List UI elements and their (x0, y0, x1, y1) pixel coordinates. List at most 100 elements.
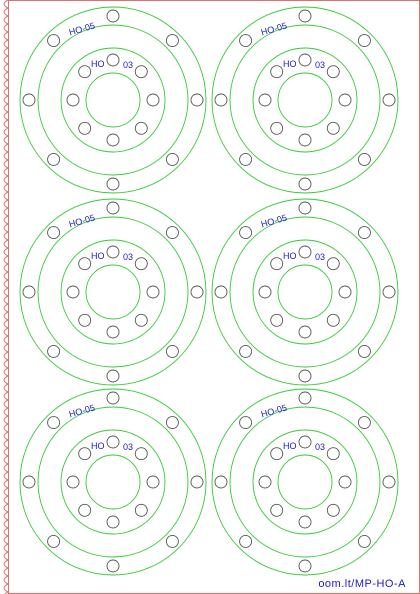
inner-hole (298, 515, 312, 529)
ring-4 (85, 72, 141, 128)
inner-hole (270, 65, 284, 79)
inner-hole (134, 503, 148, 517)
outer-label: HO-05 (68, 213, 96, 230)
ring-1 (19, 6, 207, 194)
flange-unit-1: HO-05 HO 03 (19, 6, 207, 194)
ring-1 (211, 388, 399, 576)
flange-unit-2: HO-05 HO 03 (211, 6, 399, 194)
outer-label: HO-05 (68, 403, 96, 420)
inner-hole (106, 245, 120, 259)
inner-hole (134, 257, 148, 271)
wavy-left-edge (3, 0, 10, 594)
ring-1 (211, 198, 399, 386)
inner-hole (338, 285, 352, 299)
outer-hole (190, 475, 204, 489)
outer-hole (214, 475, 228, 489)
outer-hole (298, 369, 312, 383)
outer-hole (165, 416, 179, 430)
inner-label-left: HO (91, 251, 105, 261)
inner-hole (338, 93, 352, 107)
outer-hole (190, 285, 204, 299)
ring-1 (19, 198, 207, 386)
ring-1 (19, 388, 207, 576)
flange-unit-4: HO-05 HO 03 (211, 198, 399, 386)
inner-hole (258, 93, 272, 107)
ring-2 (229, 216, 381, 368)
inner-hole (270, 447, 284, 461)
outer-hole (22, 93, 36, 107)
outer-hole (382, 475, 396, 489)
outer-hole (22, 475, 36, 489)
ring-2 (37, 216, 189, 368)
inner-label-left: HO (283, 59, 297, 69)
flange-unit-5: HO-05 HO 03 (19, 388, 207, 576)
outer-label: HO-05 (68, 21, 96, 38)
ring-4 (277, 264, 333, 320)
outer-label: HO-05 (260, 213, 288, 230)
inner-hole (106, 515, 120, 529)
outer-hole (357, 344, 371, 358)
outer-hole (106, 201, 120, 215)
outer-hole (165, 152, 179, 166)
ring-2 (37, 24, 189, 176)
inner-hole (146, 285, 160, 299)
inner-hole (258, 475, 272, 489)
inner-hole (326, 503, 340, 517)
outer-hole (298, 177, 312, 191)
outer-hole (239, 152, 253, 166)
outer-hole (239, 344, 253, 358)
inner-hole (298, 53, 312, 67)
outer-hole (298, 559, 312, 573)
ring-3 (60, 239, 166, 345)
inner-hole (78, 447, 92, 461)
outer-hole (47, 34, 61, 48)
outer-hole (47, 344, 61, 358)
inner-label-right: 03 (315, 60, 325, 70)
inner-hole (78, 503, 92, 517)
inner-hole (66, 93, 80, 107)
inner-hole (106, 53, 120, 67)
inner-label-right: 03 (315, 252, 325, 262)
inner-hole (298, 133, 312, 147)
footer-code: oom.lt/MP-HO-A (318, 578, 406, 590)
inner-hole (106, 325, 120, 339)
outer-hole (47, 534, 61, 548)
outer-hole (47, 416, 61, 430)
ring-3 (60, 47, 166, 153)
ring-3 (252, 47, 358, 153)
outer-hole (357, 416, 371, 430)
outer-hole (106, 9, 120, 23)
outer-hole (382, 93, 396, 107)
inner-label-left: HO (91, 441, 105, 451)
inner-hole (146, 93, 160, 107)
outer-hole (165, 534, 179, 548)
outer-hole (106, 369, 120, 383)
outer-hole (22, 285, 36, 299)
outer-hole (239, 34, 253, 48)
inner-hole (298, 245, 312, 259)
ring-2 (229, 24, 381, 176)
outer-hole (357, 34, 371, 48)
outer-hole (298, 391, 312, 405)
outer-hole (106, 177, 120, 191)
inner-label-right: 03 (315, 442, 325, 452)
inner-hole (338, 475, 352, 489)
inner-hole (78, 121, 92, 135)
inner-hole (270, 257, 284, 271)
outer-hole (165, 226, 179, 240)
outer-hole (357, 534, 371, 548)
inner-hole (66, 285, 80, 299)
outer-hole (239, 534, 253, 548)
outer-hole (47, 226, 61, 240)
outer-hole (214, 93, 228, 107)
inner-hole (66, 475, 80, 489)
ring-3 (252, 429, 358, 535)
inner-hole (298, 325, 312, 339)
inner-hole (146, 475, 160, 489)
outer-label: HO-05 (260, 403, 288, 420)
inner-hole (134, 313, 148, 327)
inner-hole (134, 447, 148, 461)
ring-2 (37, 406, 189, 558)
outer-hole (298, 201, 312, 215)
